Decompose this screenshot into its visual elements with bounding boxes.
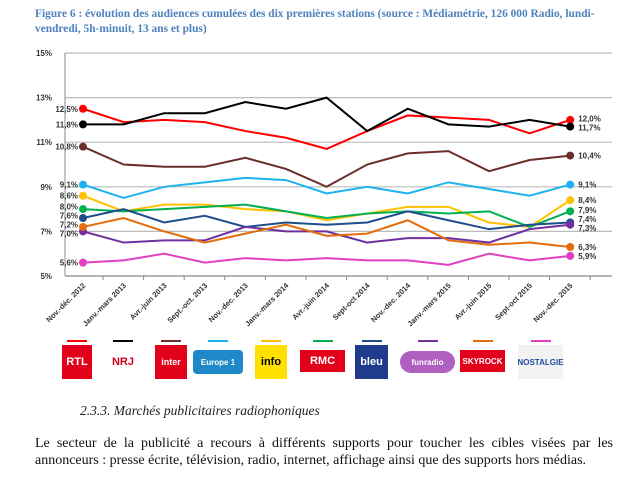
- series-line: [82, 223, 571, 244]
- legend-swatch: [472, 340, 493, 342]
- data-point: [79, 258, 87, 267]
- data-point: [79, 120, 87, 129]
- end-value-label: 5,9%: [578, 252, 596, 261]
- body-paragraph: Le secteur de la publicité a recours à d…: [35, 436, 613, 468]
- legend-swatch: [417, 340, 438, 342]
- x-tick-label: Avr.-juin 2013: [128, 281, 169, 322]
- series-france-inter: 10,8% 10,4%: [55, 142, 601, 188]
- series-line: [82, 194, 571, 228]
- legend-swatch: [113, 340, 133, 342]
- legend-swatch: [67, 340, 87, 342]
- series-rtl: 12,5% 12,0%: [55, 104, 601, 150]
- station-logo: NOSTALGIE: [517, 345, 564, 379]
- station-logo: SKYROCK: [460, 350, 505, 372]
- x-tick-label: Janv.-mars 2013: [81, 281, 128, 328]
- data-point: [79, 214, 87, 223]
- data-point: [79, 205, 87, 214]
- start-value-label: 11,8%: [56, 120, 78, 129]
- start-value-label: 8,6%: [60, 192, 78, 201]
- x-tick-label: Janv.-mars 2014: [243, 280, 291, 328]
- data-point: [79, 180, 87, 189]
- x-tick-label: Avr.-juin 2015: [453, 281, 494, 322]
- data-point: [79, 104, 87, 113]
- start-value-label: 9,1%: [60, 181, 78, 190]
- series-nrj: 11,8% 11,7%: [56, 96, 600, 133]
- series-skyrock: 7,2% 6,3%: [60, 216, 596, 252]
- data-point: [566, 220, 575, 229]
- station-logo: inter: [155, 345, 187, 379]
- x-tick-label: Janv.-mars 2015: [406, 281, 453, 328]
- legend-swatch: [312, 340, 333, 342]
- data-point: [79, 191, 87, 200]
- x-tick-label: Nov.-déc. 2012: [44, 281, 87, 324]
- series-line: [82, 208, 571, 231]
- legend-swatch: [261, 340, 281, 342]
- start-value-label: 7,6%: [60, 212, 78, 221]
- station-logo: info: [255, 345, 287, 379]
- y-tick-label: 9%: [40, 183, 52, 192]
- end-value-label: 12,0%: [578, 115, 601, 124]
- data-point: [566, 251, 575, 260]
- data-point: [566, 122, 575, 131]
- end-value-label: 7,3%: [578, 224, 596, 233]
- legend-swatch: [530, 340, 551, 342]
- series-line: [82, 203, 571, 229]
- start-value-label: 10,8%: [55, 143, 78, 152]
- end-value-label: 11,7%: [578, 124, 600, 133]
- y-tick-label: 11%: [36, 138, 52, 147]
- line-chart: 5%7%9%11%13%15%Nov.-déc. 2012Janv.-mars …: [36, 49, 612, 328]
- section-heading: 2.3.3. Marchés publicitaires radiophoniq…: [80, 403, 320, 418]
- series-line: [83, 96, 571, 133]
- series-line: [82, 145, 571, 188]
- station-logo: bleu: [355, 345, 388, 379]
- y-tick-label: 13%: [36, 94, 52, 103]
- start-value-label: 5,6%: [60, 259, 78, 268]
- station-logo: Europe 1: [193, 350, 243, 374]
- x-tick-label: Nov.-dec. 2015: [531, 281, 574, 324]
- legend-swatch: [361, 340, 382, 342]
- end-value-label: 10,4%: [578, 152, 601, 161]
- end-value-label: 7,4%: [578, 215, 596, 224]
- legend-swatch: [208, 340, 228, 342]
- series-line: [82, 252, 571, 266]
- series-line: [82, 216, 571, 249]
- data-point: [566, 180, 575, 189]
- end-value-label: 9,1%: [578, 181, 596, 190]
- series-france-info: 8,6% 8,4%: [60, 191, 596, 228]
- start-value-label: 7,2%: [60, 221, 78, 230]
- data-point: [79, 142, 87, 151]
- start-value-label: 8,0%: [60, 203, 78, 212]
- end-value-label: 6,3%: [578, 243, 596, 252]
- series-line: [82, 176, 571, 199]
- station-logo: NRJ: [108, 345, 138, 379]
- x-tick-label: Nov.-dec. 2013: [207, 281, 250, 324]
- station-logo: funradio: [400, 351, 455, 373]
- figure-caption: Figure 6 : évolution des audiences cumul…: [35, 8, 595, 35]
- data-point: [566, 243, 575, 252]
- series-nostalgie: 5,6% 5,9%: [60, 251, 596, 268]
- data-point: [566, 151, 575, 160]
- series-line: [82, 107, 571, 150]
- data-point: [566, 196, 575, 205]
- station-logo: RMC: [300, 350, 345, 372]
- series-rmc: 8,0% 7,9%: [60, 203, 596, 229]
- y-tick-label: 15%: [36, 49, 52, 58]
- start-value-label: 12,5%: [55, 105, 78, 114]
- x-tick-label: Sept-oct 2014: [331, 280, 372, 321]
- data-point: [566, 115, 575, 124]
- station-logo: RTL: [62, 345, 92, 379]
- y-tick-label: 5%: [40, 272, 52, 281]
- x-tick-label: Sept-oct 2015: [493, 281, 534, 322]
- data-point: [566, 207, 575, 216]
- series-europe-1: 9,1% 9,1%: [60, 176, 596, 199]
- legend-swatch: [161, 340, 181, 342]
- x-tick-label: Nov.-dec. 2014: [369, 280, 413, 324]
- end-value-label: 8,4%: [578, 196, 596, 205]
- x-tick-label: Avr.-juin 2014: [290, 280, 331, 321]
- end-value-label: 7,9%: [578, 206, 596, 215]
- x-tick-label: Sept.-oct. 2013: [165, 281, 209, 325]
- y-tick-label: 7%: [40, 227, 52, 236]
- data-point: [79, 222, 87, 231]
- start-value-label: 7,0%: [60, 230, 78, 239]
